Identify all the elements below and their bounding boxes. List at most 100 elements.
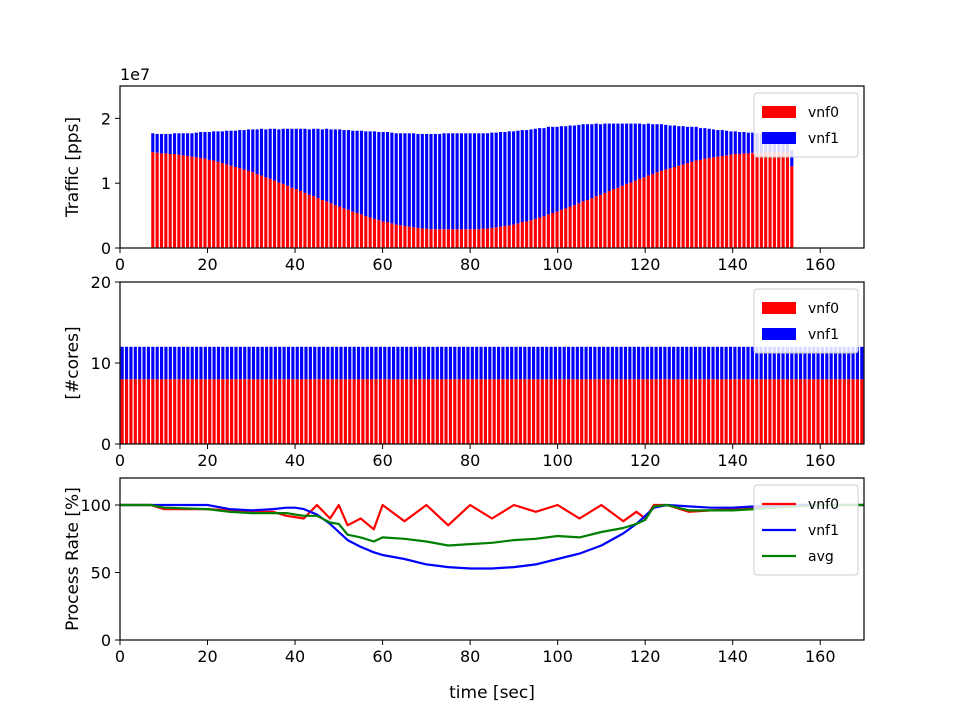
bar-vnf1 — [750, 346, 754, 380]
bar-vnf1 — [407, 133, 411, 227]
y-tick-label: 1 — [101, 174, 111, 193]
bar-vnf0 — [342, 208, 346, 248]
bar-vnf0 — [195, 379, 199, 444]
legend-swatch-vnf1 — [762, 132, 796, 144]
bar-vnf0 — [190, 156, 194, 248]
bar-vnf1 — [312, 128, 316, 197]
bar-vnf0 — [615, 379, 619, 444]
bar-vnf0 — [385, 222, 390, 248]
y-tick-label: 0 — [101, 435, 111, 454]
bar-vnf0 — [707, 157, 711, 248]
bar-vnf1 — [433, 133, 437, 230]
bar-vnf0 — [625, 183, 629, 248]
bar-vnf0 — [420, 228, 424, 248]
bar-vnf1 — [413, 346, 417, 380]
bar-vnf1 — [370, 346, 374, 380]
bar-vnf1 — [326, 346, 330, 380]
legend-label-vnf1: vnf1 — [808, 131, 839, 147]
bar-vnf0 — [807, 379, 811, 444]
bar-vnf1 — [151, 346, 155, 380]
bar-vnf1 — [523, 346, 527, 380]
bar-vnf1 — [738, 132, 742, 155]
y-tick-label: 2 — [101, 109, 111, 128]
bar-vnf1 — [724, 346, 728, 380]
bar-vnf0 — [641, 379, 645, 444]
bar-vnf1 — [351, 130, 355, 212]
bar-vnf0 — [629, 182, 633, 248]
y-tick-label: 20 — [91, 273, 111, 292]
bar-vnf0 — [433, 229, 437, 248]
x-tick-label: 80 — [460, 647, 480, 666]
bar-vnf1 — [356, 346, 361, 380]
bar-vnf0 — [320, 200, 324, 248]
bar-vnf0 — [551, 213, 555, 248]
bar-vnf0 — [133, 379, 137, 444]
bar-vnf1 — [168, 133, 172, 155]
bar-vnf0 — [346, 209, 350, 248]
bar-vnf1 — [588, 346, 593, 380]
bar-vnf1 — [295, 346, 299, 380]
bar-vnf1 — [625, 123, 629, 184]
bar-vnf0 — [151, 379, 155, 444]
bar-vnf0 — [466, 379, 470, 444]
bar-vnf1 — [199, 132, 203, 158]
legend: vnf0 vnf1 — [753, 92, 859, 158]
bar-vnf1 — [733, 131, 737, 155]
bar-vnf1 — [243, 346, 247, 380]
bar-vnf1 — [553, 346, 558, 380]
bar-vnf0 — [394, 224, 398, 248]
bar-vnf1 — [464, 133, 468, 230]
bar-vnf1 — [446, 133, 450, 230]
bar-vnf0 — [255, 174, 259, 248]
bar-vnf0 — [238, 168, 242, 248]
bar-vnf0 — [720, 155, 724, 248]
bar-vnf0 — [220, 163, 224, 248]
bar-vnf1 — [711, 129, 716, 158]
bar-vnf0 — [812, 379, 816, 444]
bar-vnf1 — [405, 346, 409, 380]
bar-vnf1 — [194, 132, 198, 158]
bar-vnf0 — [694, 160, 698, 248]
bar-vnf1 — [833, 346, 838, 380]
bar-vnf1 — [394, 133, 398, 225]
bar-vnf1 — [549, 346, 553, 380]
bar-vnf1 — [346, 130, 350, 210]
bar-vnf0 — [638, 178, 642, 248]
bar-vnf1 — [707, 128, 711, 158]
bar-vnf1 — [338, 129, 342, 207]
bar-vnf0 — [632, 379, 636, 444]
bar-vnf0 — [155, 379, 159, 444]
bar-vnf0 — [207, 159, 211, 248]
bar-vnf1 — [307, 129, 311, 195]
bar-vnf1 — [216, 346, 221, 380]
bar-vnf0 — [602, 379, 606, 444]
bar-vnf1 — [584, 346, 588, 380]
bar-vnf1 — [571, 346, 575, 380]
bar-vnf1 — [637, 346, 641, 380]
x-tick-label: 140 — [717, 255, 748, 274]
bar-vnf0 — [216, 161, 220, 248]
bar-vnf1 — [234, 346, 238, 380]
bar-vnf0 — [477, 229, 481, 248]
bar-vnf1 — [559, 126, 563, 210]
bar-vnf1 — [742, 346, 746, 380]
bar-vnf0 — [429, 229, 433, 248]
bar-vnf1 — [581, 124, 585, 202]
bar-vnf0 — [359, 214, 364, 248]
bar-vnf0 — [259, 175, 264, 248]
bar-vnf1 — [225, 130, 229, 165]
bar-vnf1 — [246, 129, 251, 171]
bar-vnf0 — [763, 379, 768, 444]
bar-vnf1 — [529, 129, 533, 221]
bar-vnf0 — [860, 379, 864, 444]
bar-vnf1 — [203, 132, 207, 159]
bar-vnf0 — [542, 216, 546, 248]
x-tick-label: 160 — [805, 255, 836, 274]
legend-swatch-vnf0 — [762, 302, 796, 314]
bar-vnf0 — [186, 379, 190, 444]
bar-vnf1 — [667, 346, 671, 380]
bar-vnf0 — [496, 379, 501, 444]
bar-vnf1 — [606, 346, 610, 380]
bar-vnf0 — [663, 379, 667, 444]
